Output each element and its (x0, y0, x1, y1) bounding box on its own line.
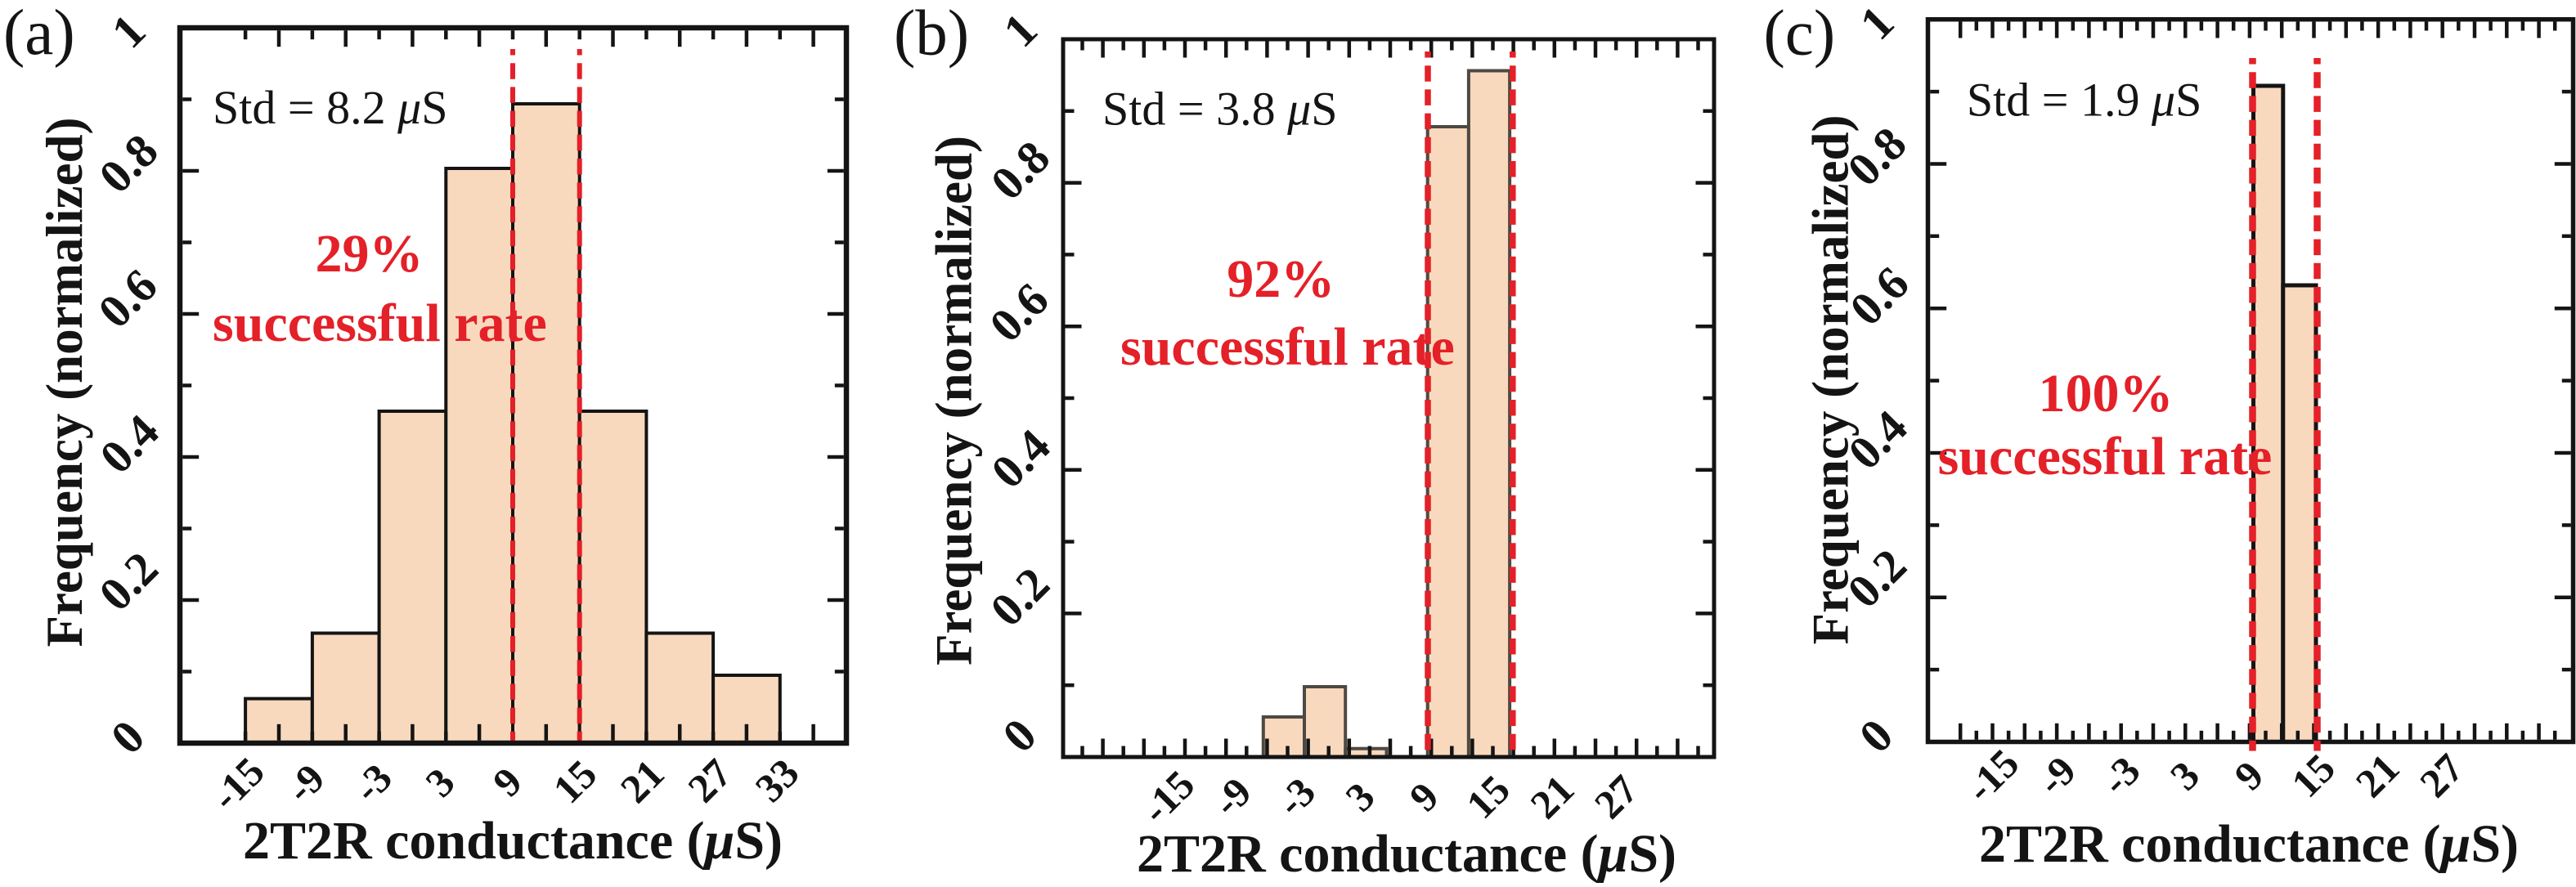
svg-text:Std = 8.2 μS: Std = 8.2 μS (213, 81, 447, 134)
svg-text:successful rate: successful rate (213, 293, 547, 353)
svg-text:29%: 29% (316, 224, 424, 284)
svg-text:successful rate: successful rate (1120, 317, 1455, 377)
svg-text:(a): (a) (3, 0, 75, 69)
svg-text:100%: 100% (2039, 364, 2174, 423)
svg-text:Frequency (normalized): Frequency (normalized) (925, 136, 982, 665)
svg-text:Frequency (normalized): Frequency (normalized) (1802, 115, 1859, 645)
svg-text:successful rate: successful rate (1938, 427, 2273, 486)
svg-text:2T2R conductance (μS): 2T2R conductance (μS) (243, 811, 783, 871)
svg-text:2T2R conductance (μS): 2T2R conductance (μS) (1979, 814, 2519, 874)
svg-text:Std = 1.9 μS: Std = 1.9 μS (1967, 74, 2201, 127)
svg-text:Std = 3.8 μS: Std = 3.8 μS (1102, 83, 1337, 136)
svg-text:2T2R conductance (μS): 2T2R conductance (μS) (1137, 824, 1676, 884)
svg-text:Frequency (normalized): Frequency (normalized) (36, 118, 93, 647)
svg-text:(b): (b) (894, 0, 969, 69)
svg-text:92%: 92% (1227, 249, 1335, 309)
svg-text:(c): (c) (1764, 0, 1836, 69)
